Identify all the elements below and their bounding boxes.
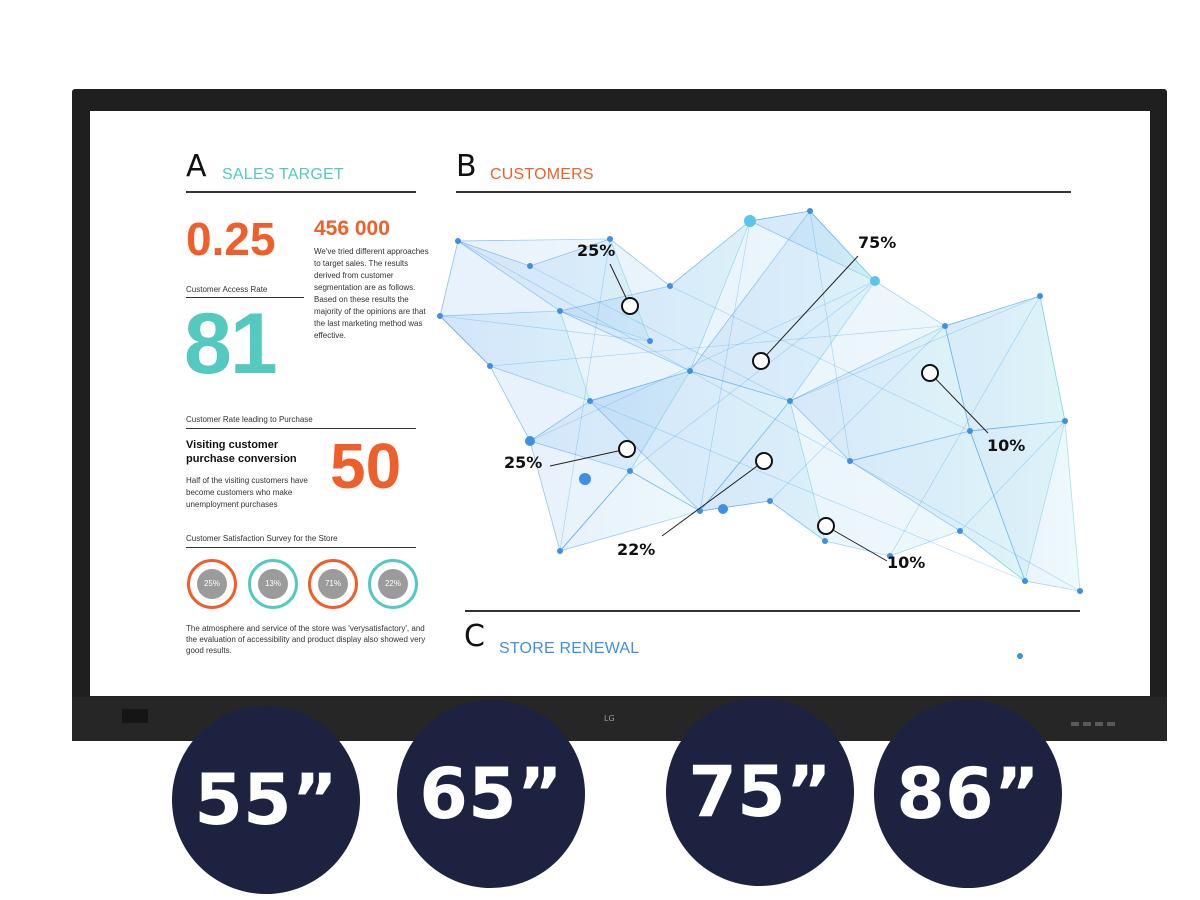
survey-ring-value: 25% (197, 569, 227, 599)
sales-value: 0.25 (186, 213, 276, 265)
purchase-heading: Visiting customer purchase conversion (186, 439, 297, 465)
purchase-rate-label: Customer Rate leading to Purchase (186, 415, 313, 424)
survey-ring: 13% (248, 559, 298, 609)
display-monitor: A SALES TARGET 0.25 456 000 We've tried … (72, 89, 1167, 741)
survey-footer-text: The atmosphere and service of the store … (186, 624, 426, 655)
survey-ring-value: 71% (318, 569, 348, 599)
survey-rule (186, 547, 416, 548)
section-a-title: SALES TARGET (222, 166, 344, 183)
size-badge-65: 65” (397, 700, 585, 888)
sales-count: 456 000 (314, 217, 390, 240)
section-b-rule (456, 191, 1071, 193)
section-c-rule (465, 610, 1080, 612)
section-c-title: STORE RENEWAL (499, 640, 640, 657)
access-rate-label: Customer Access Rate (186, 285, 268, 294)
purchase-value: 50 (330, 430, 402, 502)
survey-ring-value: 13% (258, 569, 288, 599)
callout-label: 10% (987, 436, 1026, 455)
display-screen: A SALES TARGET 0.25 456 000 We've tried … (90, 111, 1150, 696)
section-b-letter: B (456, 149, 477, 184)
callout-label: 22% (617, 540, 656, 559)
survey-ring: 22% (368, 559, 418, 609)
purchase-rate-rule (186, 428, 416, 429)
size-badge-75: 75” (666, 698, 854, 886)
brand-logo: LG (604, 714, 615, 723)
size-badge-55: 55” (172, 706, 360, 894)
sensor-window (122, 709, 148, 723)
size-badge-86: 86” (874, 700, 1062, 888)
section-c-letter: C (464, 619, 485, 654)
customer-network-graphic (437, 208, 1083, 659)
purchase-text: Half of the visiting customers have beco… (186, 476, 308, 509)
section-b-title: CUSTOMERS (490, 166, 594, 183)
survey-ring: 25% (187, 559, 237, 609)
callout-label: 25% (577, 241, 616, 260)
survey-label: Customer Satisfaction Survey for the Sto… (186, 534, 338, 543)
access-rate-rule (186, 297, 304, 298)
sales-paragraph: We've tried different approaches to targ… (314, 247, 429, 340)
survey-ring-value: 22% (378, 569, 408, 599)
callout-label: 25% (504, 453, 543, 472)
section-a-rule (186, 191, 416, 193)
callout-label: 10% (887, 553, 926, 572)
access-rate-value: 81 (184, 296, 278, 392)
front-buttons (1071, 713, 1125, 726)
callout-label: 75% (858, 233, 897, 252)
survey-ring: 71% (308, 559, 358, 609)
section-a-letter: A (186, 149, 207, 184)
